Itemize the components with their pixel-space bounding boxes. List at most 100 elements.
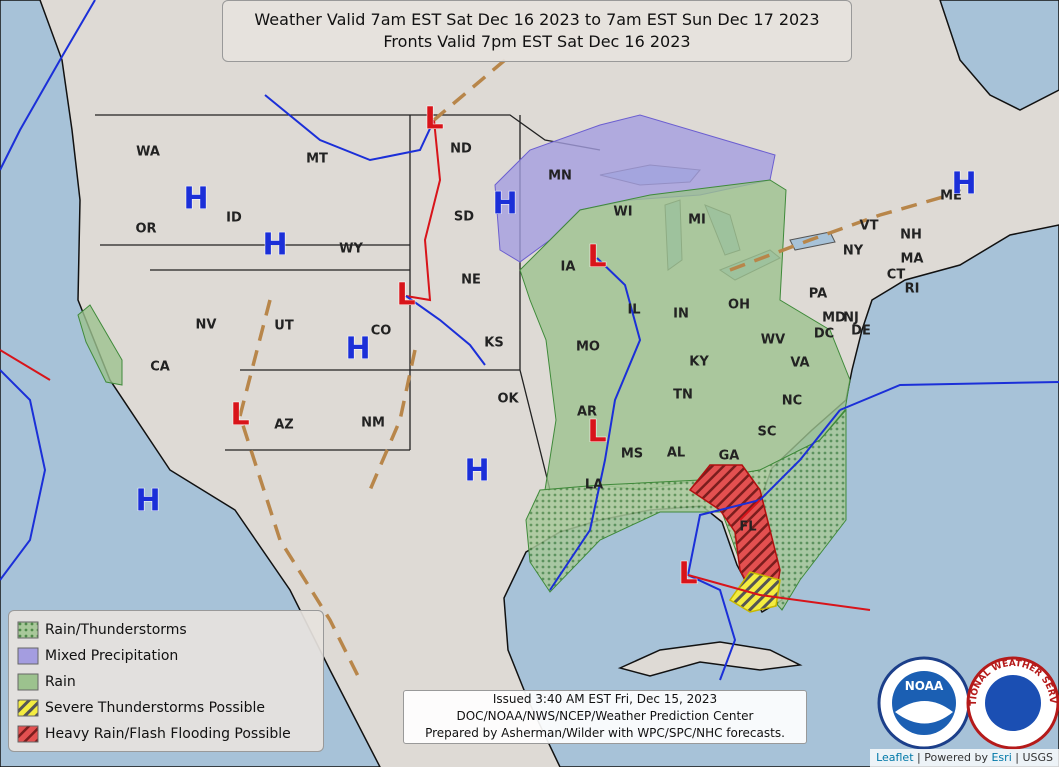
state-label: CO <box>371 324 392 339</box>
pressure-center: L <box>396 278 415 313</box>
state-label: MD <box>822 311 846 326</box>
rain-area-ca <box>77 304 123 386</box>
state-label: OK <box>497 392 519 407</box>
state-label: MO <box>576 340 600 355</box>
state-label: NV <box>196 318 217 333</box>
state-labels: WA OR ID MT WY NV CA UT CO AZ NM ND SD NE KS OK MN WI MI IA… <box>135 142 961 535</box>
esri-link[interactable]: Esri <box>991 751 1012 764</box>
state-label: NC <box>782 394 802 409</box>
legend-item: Rain/Thunderstorms <box>17 617 315 643</box>
state-label: NJ <box>843 311 859 326</box>
legend-label: Mixed Precipitation <box>45 648 179 664</box>
state-label: OR <box>135 222 156 237</box>
legend-item: Mixed Precipitation <box>17 643 315 669</box>
issued-box: Issued 3:40 AM EST Fri, Dec 15, 2023 DOC… <box>403 690 807 744</box>
legend-swatch <box>17 725 39 743</box>
state-label: WA <box>136 145 160 160</box>
state-label: MN <box>548 169 572 184</box>
cold-front <box>264 94 435 162</box>
title-line: Weather Valid 7am EST Sat Dec 16 2023 to… <box>254 10 820 29</box>
pressure-center: L <box>587 240 606 275</box>
cold-front <box>405 295 486 366</box>
state-label: NE <box>461 273 481 288</box>
state-label: VT <box>860 219 879 234</box>
swatch-rect <box>17 699 39 717</box>
legend-swatch <box>17 621 39 639</box>
state-label: KS <box>484 336 503 351</box>
title-box: Weather Valid 7am EST Sat Dec 16 2023 to… <box>222 0 852 62</box>
leaflet-link[interactable]: Leaflet <box>876 751 914 764</box>
cuba <box>617 641 803 677</box>
cold-front <box>549 257 642 591</box>
cold-front <box>686 381 1059 681</box>
state-label: MI <box>688 213 706 228</box>
legend-swatch <box>17 673 39 691</box>
legend-label: Rain <box>45 674 76 690</box>
pressure-center: L <box>678 557 697 592</box>
state-label: MA <box>901 252 924 267</box>
legend-item: Severe Thunderstorms Possible <box>17 695 315 721</box>
state-label: SD <box>454 210 474 225</box>
pacific-ocean <box>0 0 381 767</box>
state-label: SC <box>758 425 777 440</box>
legend-swatch <box>17 699 39 717</box>
powered-text: | Powered by <box>917 751 988 764</box>
state-label: IN <box>673 307 689 322</box>
pressure-center: H <box>135 484 160 519</box>
state-label: GA <box>719 449 740 464</box>
state-label: ME <box>940 189 962 204</box>
legend-item: Rain <box>17 669 315 695</box>
pressure-center: L <box>424 102 443 137</box>
state-label: LA <box>585 478 603 493</box>
state-label: DE <box>851 324 871 339</box>
legend-label: Severe Thunderstorms Possible <box>45 700 265 716</box>
state-label: RI <box>905 282 920 297</box>
attribution: Leaflet | Powered by Esri | USGS <box>870 749 1059 767</box>
swatch-rect <box>17 621 39 639</box>
pressure-center: H <box>262 228 287 263</box>
legend-swatch <box>17 647 39 665</box>
state-label: ND <box>450 142 472 157</box>
state-label: UT <box>274 319 294 334</box>
warm-front <box>0 349 871 611</box>
swatch-rect <box>17 647 39 665</box>
pressure-center: H <box>492 187 517 222</box>
legend: Rain/Thunderstorms Mixed Precipitation Rai… <box>8 610 324 752</box>
pressure-center: H <box>345 332 370 367</box>
state-label: MT <box>306 152 328 167</box>
legend-label: Rain/Thunderstorms <box>45 622 187 638</box>
issued-line: Prepared by Asherman/Wilder with WPC/SPC… <box>425 726 785 740</box>
state-label: NH <box>900 228 922 243</box>
legend-item: Heavy Rain/Flash Flooding Possible <box>17 721 315 747</box>
swatch-rect <box>17 673 39 691</box>
noaa-logo: NOAA <box>877 656 971 750</box>
severe-storm-area <box>728 571 781 613</box>
state-label: IL <box>627 303 640 318</box>
state-label: WI <box>613 205 632 220</box>
state-label: KY <box>689 355 709 370</box>
issued-line: DOC/NOAA/NWS/NCEP/Weather Prediction Cen… <box>456 709 754 723</box>
cold-front <box>0 0 96 581</box>
warm-front <box>405 119 442 302</box>
state-label: AL <box>667 446 685 461</box>
pressure-center: L <box>587 415 606 450</box>
state-label: DC <box>814 327 834 342</box>
title-line: Fronts Valid 7pm EST Sat Dec 16 2023 <box>383 32 691 51</box>
state-label: FL <box>739 520 756 535</box>
usgs-text: | USGS <box>1015 751 1053 764</box>
state-label: PA <box>809 287 827 302</box>
state-label: AZ <box>274 418 294 433</box>
state-label: OH <box>728 298 750 313</box>
state-label: ID <box>226 211 242 226</box>
pressure-center: H <box>183 182 208 217</box>
pressure-center: H <box>951 167 976 202</box>
state-label: NY <box>843 244 864 259</box>
state-label: TN <box>673 388 693 403</box>
state-label: MS <box>621 447 643 462</box>
pressure-center: H <box>464 454 489 489</box>
state-label: NM <box>361 416 385 431</box>
state-label: WY <box>339 242 363 257</box>
